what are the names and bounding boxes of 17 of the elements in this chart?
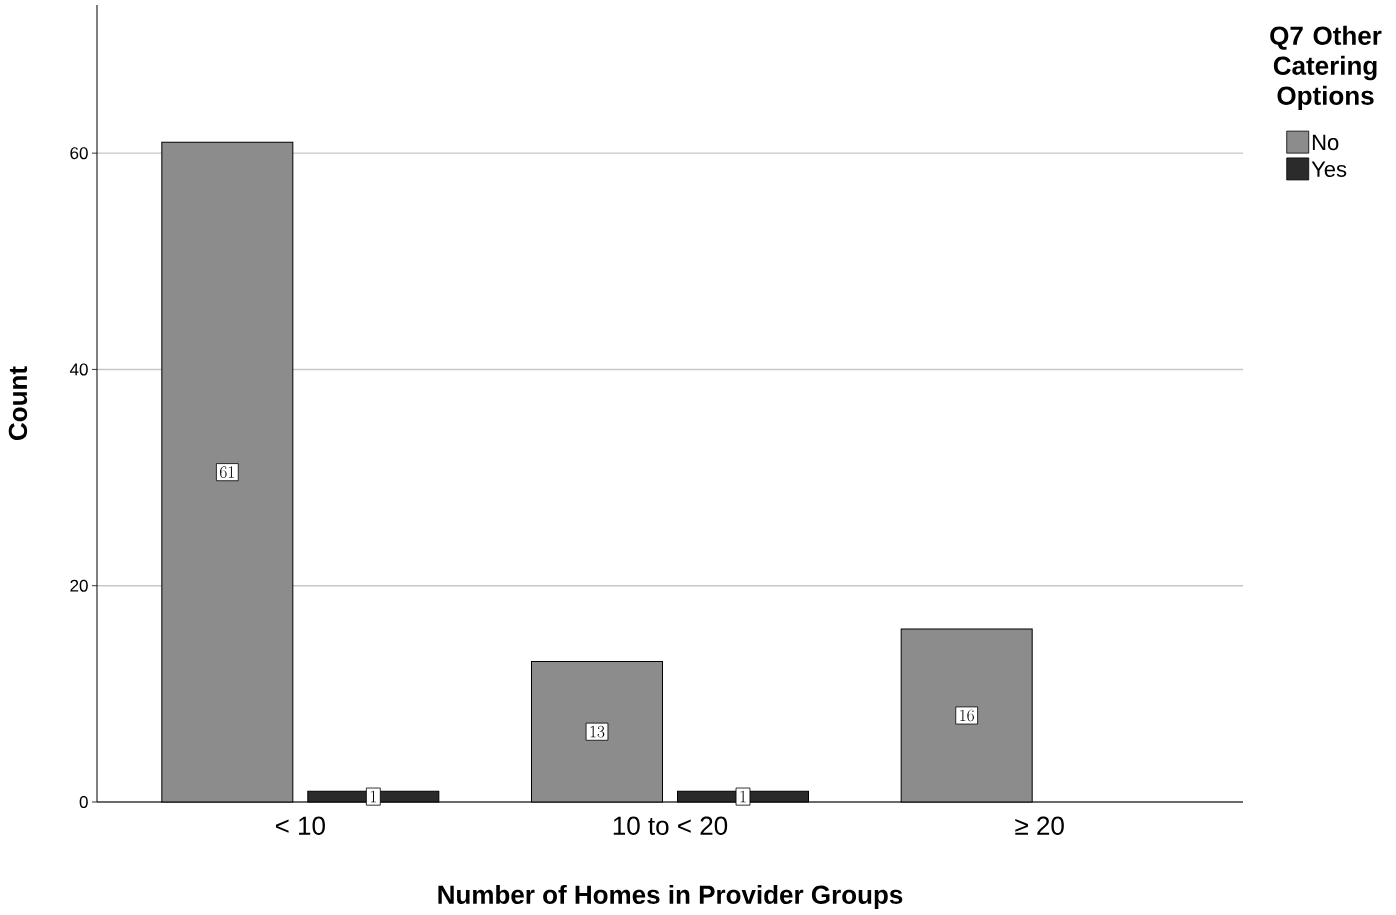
legend-label: Yes xyxy=(1311,161,1347,177)
y-tick-label: 0 xyxy=(79,795,88,809)
data-label: 1 xyxy=(370,790,376,803)
data-label: 13 xyxy=(590,725,605,738)
y-tick-label: 60 xyxy=(70,147,88,160)
x-tick-label: 10 to < 20 xyxy=(613,816,728,835)
legend-label: No xyxy=(1312,134,1339,151)
y-axis-title: Count xyxy=(8,366,28,440)
legend-title: Q7 Other Catering Options xyxy=(1270,25,1382,111)
y-tick-label: 20 xyxy=(70,579,88,592)
data-label: 61 xyxy=(220,466,234,479)
x-tick-label: < 10 xyxy=(275,816,325,835)
data-label: 16 xyxy=(960,709,974,722)
data-label: 1 xyxy=(740,790,746,803)
x-axis-title: Number of Homes in Provider Groups xyxy=(438,884,903,910)
x-tick-label: ≥ 20 xyxy=(1015,816,1064,835)
y-tick-label: 40 xyxy=(69,363,88,376)
